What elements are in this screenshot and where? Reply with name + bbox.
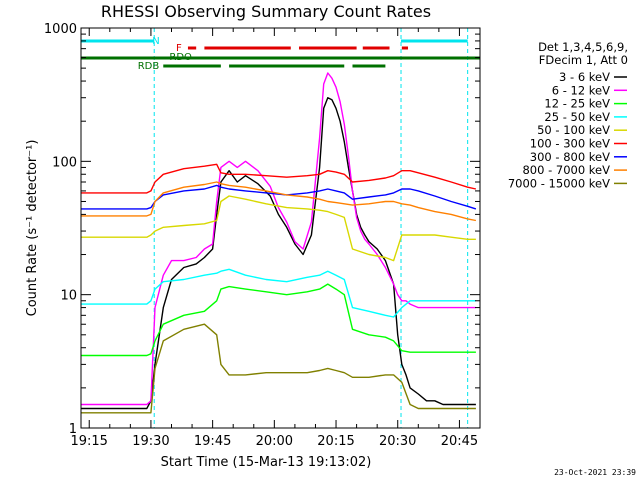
y-axis-label: Count Rate (s⁻¹ detector⁻¹): [25, 140, 40, 317]
flag-label-f: F: [176, 43, 182, 54]
series-line-5: [81, 195, 476, 262]
series-lines: [81, 72, 477, 414]
series-line-4: [81, 268, 476, 318]
x-tick-label: 20:00: [256, 434, 293, 449]
series-line-6: [81, 163, 477, 194]
legend-entry-label: 7000 - 15000 keV: [508, 176, 610, 190]
legend-entry-label: 100 - 300 keV: [530, 137, 610, 151]
plot-frame: [80, 27, 481, 429]
y-tick-label: 1000: [44, 22, 77, 37]
flag-label-rdb: RDB: [138, 61, 160, 72]
legend-entry-label: 800 - 7000 keV: [522, 163, 610, 177]
legend-entry-label: 300 - 800 keV: [530, 150, 610, 164]
series-line-3: [81, 283, 476, 357]
y-tick-label: 100: [52, 155, 77, 170]
x-tick-label: 20:45: [441, 434, 478, 449]
legend-header-line: Det 1,3,4,5,6,9,: [538, 40, 628, 54]
legend-entry-label: 50 - 100 keV: [537, 123, 610, 137]
y-tick-label: 10: [60, 289, 77, 304]
x-tick-label: 19:15: [70, 434, 107, 449]
flag-label-rdo: RDO: [169, 52, 192, 63]
legend: Det 1,3,4,5,6,9,FDecim 1, Att 0 3 - 6 keV…: [508, 40, 628, 190]
legend-entry-label: 12 - 25 keV: [544, 97, 610, 111]
series-line-2: [81, 72, 476, 406]
series-line-7: [81, 184, 477, 210]
y-tick-label: 1: [69, 422, 77, 437]
legend-entry-label: 6 - 12 keV: [552, 83, 610, 97]
series-line-8: [81, 181, 477, 222]
x-tick-label: 20:30: [379, 434, 416, 449]
x-axis-label: Start Time (15-Mar-13 19:13:02): [161, 455, 372, 470]
x-tick-label: 19:45: [194, 434, 231, 449]
x-tick-label: 20:15: [317, 434, 354, 449]
legend-entry-label: 3 - 6 keV: [559, 70, 610, 84]
legend-entry-label: 25 - 50 keV: [544, 110, 610, 124]
series-line-9: [81, 323, 476, 414]
footer-timestamp: 23-Oct-2021 23:39: [554, 468, 636, 477]
series-line-1: [81, 96, 476, 410]
x-tick-label: 19:30: [132, 434, 169, 449]
legend-header-line: FDecim 1, Att 0: [539, 53, 628, 67]
chart-title: RHESSI Observing Summary Count Rates: [101, 2, 431, 21]
flag-label-n: N: [152, 36, 159, 47]
axis-ticks: 19:15 19:30 19:45 20:00 20:15 20:30 20:45 1 10 10…: [44, 22, 481, 449]
